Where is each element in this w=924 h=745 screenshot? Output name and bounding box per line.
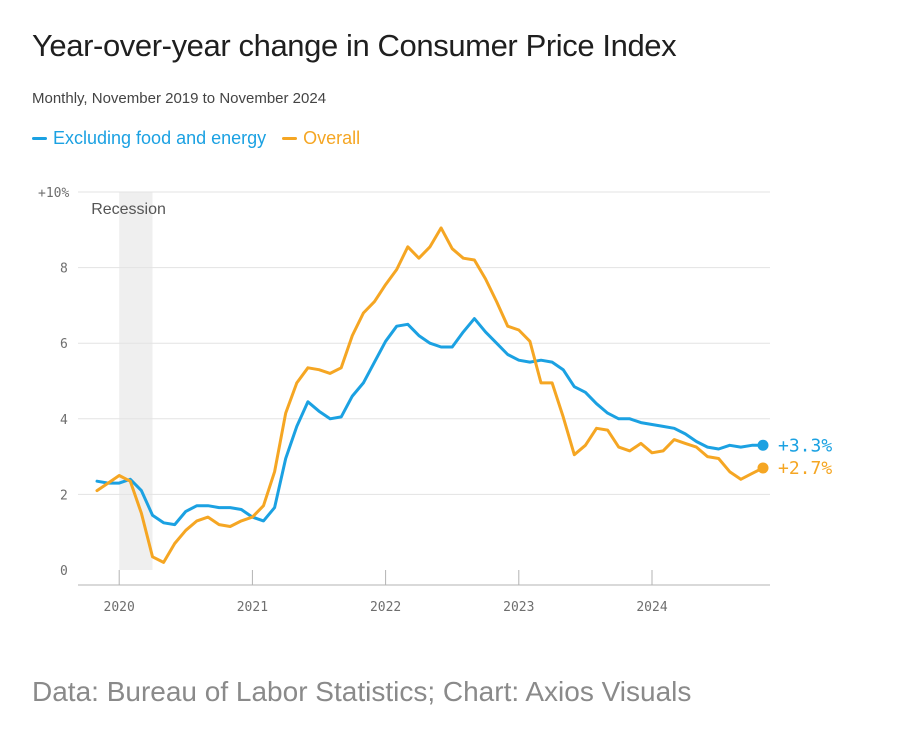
legend-item-core: Excluding food and energy (32, 128, 266, 149)
end-dot-core (757, 439, 769, 451)
y-tick-label: 6 (60, 337, 68, 352)
legend-item-overall: Overall (282, 128, 360, 149)
x-tick-label: 2024 (636, 600, 667, 615)
end-label-overall: +2.7% (778, 458, 832, 479)
end-label-core: +3.3% (778, 435, 832, 456)
chart-title: Year-over-year change in Consumer Price … (32, 28, 677, 63)
axis-layer: 2020 2021 2022 2023 2024 (78, 570, 770, 615)
y-tick-label: +10% (38, 186, 69, 201)
x-tick-label: 2023 (503, 600, 534, 615)
legend-label-core: Excluding food and energy (53, 128, 267, 148)
x-tick-label: 2022 (370, 600, 401, 615)
y-tick-label: 2 (60, 488, 68, 503)
label-layer: +3.3%+2.7% (757, 435, 832, 479)
recession-band (119, 192, 153, 570)
recession-label: Recession (91, 201, 166, 218)
legend: Excluding food and energy Overall (32, 128, 360, 149)
series-line-overall (95, 226, 765, 564)
legend-swatch-core (32, 137, 47, 140)
legend-swatch-overall (282, 137, 298, 140)
y-tick-label: 8 (60, 262, 68, 277)
series-line-core (95, 317, 765, 527)
y-tick-label: 0 (60, 564, 68, 579)
cpi-line-chart: Recession 0 2 4 6 8 +10% 2020 2021 2022 2023 2024… (38, 186, 832, 615)
source-note: Data: Bureau of Labor Statistics; Chart:… (32, 676, 692, 707)
chart-subtitle: Monthly, November 2019 to November 2024 (32, 90, 327, 107)
x-tick-label: 2020 (104, 600, 135, 615)
end-dot-overall (757, 462, 769, 474)
legend-label-overall: Overall (303, 128, 361, 148)
recession-layer: Recession (91, 192, 166, 570)
y-tick-label: 4 (60, 413, 68, 428)
grid-layer: 0 2 4 6 8 +10% (38, 186, 770, 579)
x-tick-label: 2021 (237, 600, 268, 615)
series-layer (95, 226, 765, 564)
